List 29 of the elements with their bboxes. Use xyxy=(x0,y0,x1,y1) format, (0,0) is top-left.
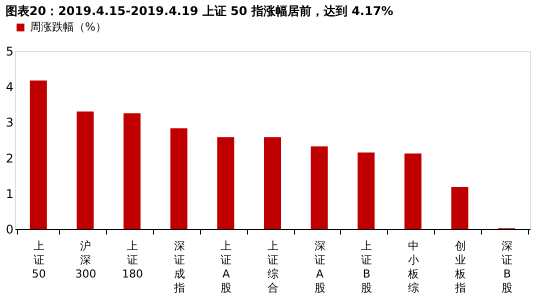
bar xyxy=(217,137,234,229)
x-tick-label: 深证成指 xyxy=(172,240,185,294)
y-tick-label: 5 xyxy=(6,44,14,58)
x-tick-label: 上证180 xyxy=(122,240,144,280)
y-tick-label: 3 xyxy=(6,116,14,130)
bar xyxy=(124,113,141,229)
x-tick-label: 深证B股 xyxy=(502,240,513,294)
bar xyxy=(264,137,281,229)
x-tick-label: 上证50 xyxy=(32,240,46,280)
x-tick-label: 上证A股 xyxy=(220,240,232,294)
x-tick-label: 沪深300 xyxy=(75,240,96,280)
x-tick-label: 创业板指 xyxy=(454,240,466,294)
bar xyxy=(451,186,468,229)
legend-label: 周涨跌幅（%） xyxy=(30,20,106,34)
bar xyxy=(30,80,47,229)
y-tick-label: 1 xyxy=(6,186,14,201)
y-tick-label: 2 xyxy=(6,151,14,166)
x-tick-label: 深证A股 xyxy=(314,240,326,294)
bar xyxy=(404,154,422,229)
bar xyxy=(76,112,94,229)
x-tick-label: 上证综合 xyxy=(268,240,278,294)
y-tick-label: 0 xyxy=(6,222,14,236)
x-tick-label: 上证B股 xyxy=(361,240,372,294)
bar xyxy=(310,146,328,229)
bar xyxy=(358,152,375,229)
chart-title: 图表20：2019.4.15-2019.4.19 上证 50 指涨幅居前，达到 4.17% xyxy=(5,4,394,18)
x-tick-label: 中小板综 xyxy=(406,240,419,294)
bar xyxy=(170,128,188,229)
y-tick-label: 4 xyxy=(6,80,14,94)
